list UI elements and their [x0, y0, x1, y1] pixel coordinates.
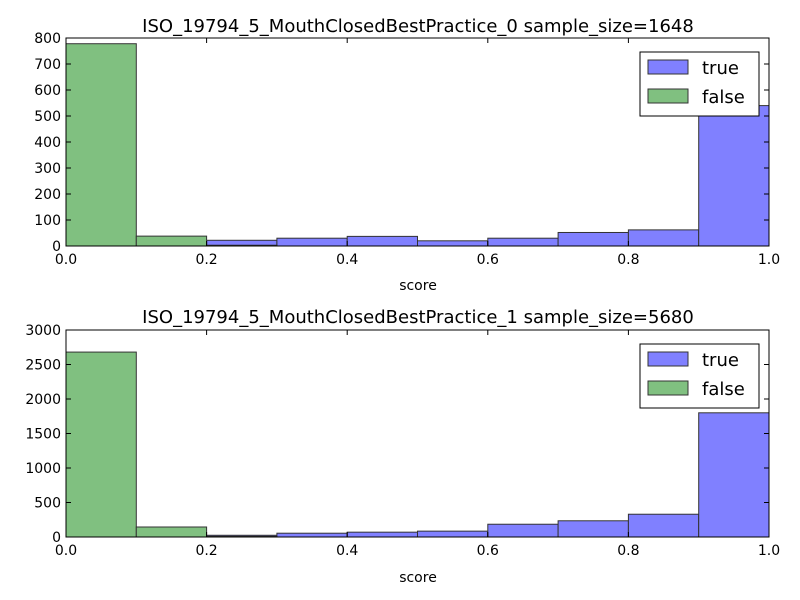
histogram-bar-true	[417, 240, 489, 247]
x-tick-label: 0.0	[55, 543, 77, 559]
histogram-bar-true	[276, 532, 348, 538]
series-false	[65, 43, 278, 247]
histogram-bar-true	[346, 531, 419, 538]
histogram-bar-true	[698, 412, 770, 538]
y-tick-label: 2000	[25, 392, 61, 408]
histogram-bar-false	[65, 351, 137, 538]
histogram-bar-true	[627, 513, 700, 538]
histogram-bar-true	[346, 235, 419, 247]
histogram-bar-false	[135, 526, 208, 538]
y-tick-label: 3000	[25, 323, 61, 339]
x-tick-label: 1.0	[758, 543, 780, 559]
legend-label-false: false	[702, 379, 745, 400]
x-tick-label: 0.6	[477, 252, 499, 268]
legend-label-false: false	[702, 87, 745, 108]
x-tick-label: 0.4	[336, 543, 358, 559]
y-tick-label: 0	[52, 530, 61, 546]
x-tick-label: 0.4	[336, 252, 358, 268]
legend: true false	[639, 51, 760, 117]
y-tick-label: 100	[34, 213, 61, 229]
x-tick-label: 0.6	[477, 543, 499, 559]
legend: true false	[639, 343, 760, 409]
histogram-bar-true	[557, 231, 629, 247]
legend-swatch-false	[647, 380, 689, 396]
y-tick-label: 300	[34, 161, 61, 177]
x-tick-label: 0.8	[617, 252, 639, 268]
histogram-bar-true	[417, 530, 489, 538]
histogram-bar-false	[65, 43, 137, 247]
subplot-top: ISO_19794_5_MouthClosedBestPractice_0 sa…	[34, 16, 780, 294]
x-tick-label: 1.0	[758, 252, 780, 268]
y-tick-label: 500	[34, 109, 61, 125]
series-true	[135, 412, 770, 538]
y-tick-label: 500	[34, 496, 61, 512]
y-tick-label: 600	[34, 83, 61, 99]
legend-label-true: true	[702, 58, 739, 79]
y-tick-label: 800	[34, 31, 61, 47]
legend-swatch-true	[647, 351, 689, 367]
chart-title: ISO_19794_5_MouthClosedBestPractice_0 sa…	[142, 16, 694, 37]
histogram-bar-true	[698, 105, 770, 247]
x-axis-label: score	[399, 278, 437, 294]
y-tick-label: 1000	[25, 461, 61, 477]
histogram-bar-true	[276, 237, 348, 247]
legend-swatch-true	[647, 59, 689, 75]
histogram-bar-true	[487, 523, 559, 538]
x-axis-label: score	[399, 570, 437, 586]
histogram-bar-false	[135, 235, 208, 247]
histogram-bar-true	[487, 237, 559, 247]
y-tick-label: 400	[34, 135, 61, 151]
chart-title: ISO_19794_5_MouthClosedBestPractice_1 sa…	[142, 307, 694, 328]
y-tick-label: 700	[34, 57, 61, 73]
y-tick-label: 0	[52, 239, 61, 255]
y-tick-label: 1500	[25, 427, 61, 443]
x-tick-label: 0.2	[195, 252, 217, 268]
series-true	[135, 105, 770, 247]
histogram-bar-true	[557, 520, 629, 538]
y-tick-label: 2500	[25, 358, 61, 374]
x-tick-label: 0.0	[55, 252, 77, 268]
y-tick-label: 200	[34, 187, 61, 203]
subplot-bottom: ISO_19794_5_MouthClosedBestPractice_1 sa…	[25, 307, 780, 586]
legend-label-true: true	[702, 350, 739, 371]
series-false	[65, 351, 278, 538]
x-tick-label: 0.2	[195, 543, 217, 559]
legend-swatch-false	[647, 88, 689, 104]
x-tick-label: 0.8	[617, 543, 639, 559]
histogram-bar-true	[627, 229, 700, 247]
